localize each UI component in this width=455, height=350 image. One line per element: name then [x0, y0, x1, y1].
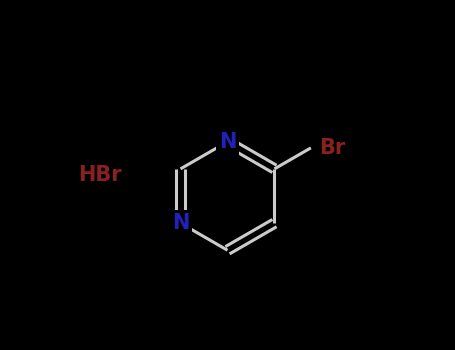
- Text: N: N: [172, 213, 189, 233]
- Text: HBr: HBr: [78, 165, 121, 185]
- Text: Br: Br: [319, 138, 346, 158]
- Text: N: N: [219, 132, 236, 152]
